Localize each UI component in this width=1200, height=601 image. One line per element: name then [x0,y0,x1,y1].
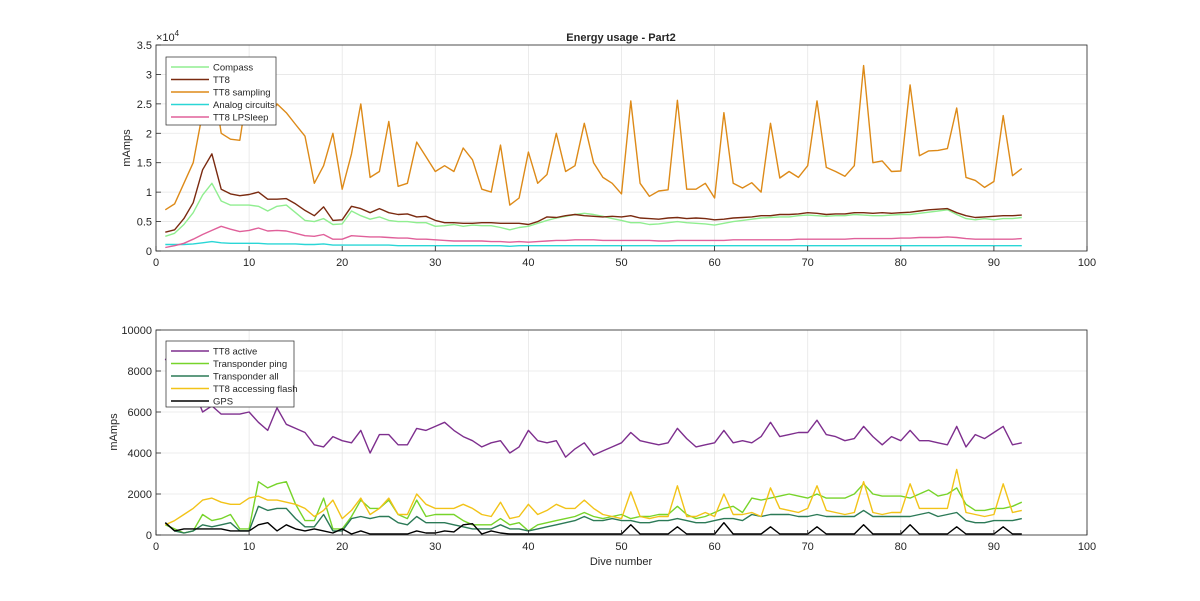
y-tick-label: 2 [146,128,152,140]
legend-label-transponder-all: Transponder all [213,372,279,383]
x-tick-label: 30 [429,257,441,269]
series-line-transponder-all [164,505,1022,534]
y-exponent-power: 4 [175,29,180,38]
series-lines [164,358,1023,535]
series-line-transponder-ping [165,481,1023,534]
legend-label-transponder-ping: Transponder ping [213,359,287,370]
axes-energy-usage-part2: 0 10 20 30 40 50 60 70 80 90 100 0 0.5 1 1.5 2 2.5 3 3.5 E… [121,29,1096,269]
legend-label-tt8: TT8 [213,75,230,86]
y-axis-exponent: ×104 [156,29,180,44]
x-tick-label: 90 [988,541,1000,553]
x-tick-label: 70 [802,541,814,553]
y-axis-label: mAmps [121,129,133,167]
y-tick-label: 3 [146,69,152,81]
y-tick-label: 8000 [128,366,152,378]
series-line-tt8-sampling [164,64,1023,211]
y-tick-label: 0.5 [137,217,152,229]
x-tick-label: 60 [708,541,720,553]
x-tick-label: 30 [429,541,441,553]
x-tick-label: 20 [336,257,348,269]
y-axis-label: mAmps [108,413,120,451]
x-tick-label: 80 [895,257,907,269]
legend-label-tt8-sampling: TT8 sampling [213,88,271,99]
series-line-gps [164,522,1022,535]
chart-title: Energy usage - Part2 [566,32,675,44]
legend-label-tt8-lpsleep: TT8 LPSleep [213,113,268,124]
y-tick-label: 1 [146,187,152,199]
y-tick-label: 0 [146,246,152,258]
axes-bottom: 0 10 20 30 40 50 60 70 80 90 100 0 2000 4000 6000 8000 1… [108,325,1096,568]
y-tick-label: 1.5 [137,158,152,170]
y-tick-label: 10000 [121,325,152,337]
y-tick-label: 2.5 [137,99,152,111]
x-tick-label: 10 [243,541,255,553]
x-tick-label: 0 [153,257,159,269]
series-line-compass [165,182,1022,237]
x-tick-label: 100 [1078,541,1096,553]
series-line-tt8-active [164,358,1022,458]
y-tick-label: 3.5 [137,40,152,52]
x-tick-label: 10 [243,257,255,269]
series-lines [164,64,1023,249]
x-tick-label: 60 [708,257,720,269]
legend-label-tt8-active: TT8 active [213,347,257,358]
tick-marks: 0 10 20 30 40 50 60 70 80 90 100 0 2000 4000 6000 8000 1… [121,325,1096,553]
legend-label-tt8-accessing-flash: TT8 accessing flash [213,384,297,395]
y-tick-label: 0 [146,530,152,542]
tick-marks: 0 10 20 30 40 50 60 70 80 90 100 0 0.5 1 1.5 2 2.5 3 3.5 [137,40,1096,269]
series-line-tt8-accessing-flash [165,468,1022,526]
legend-label-analog-circuits: Analog circuits [213,100,275,111]
x-tick-label: 20 [336,541,348,553]
y-tick-label: 4000 [128,448,152,460]
legend-label-compass: Compass [213,63,253,74]
legend-label-gps: GPS [213,397,233,408]
x-tick-label: 0 [153,541,159,553]
x-tick-label: 80 [895,541,907,553]
series-line-tt8 [165,153,1022,233]
x-tick-label: 40 [522,257,534,269]
x-tick-label: 40 [522,541,534,553]
legend-box [165,56,277,126]
x-axis-label: Dive number [590,556,653,568]
y-exponent-base: ×10 [156,32,175,44]
x-tick-label: 50 [615,257,627,269]
legend-box [165,340,295,408]
y-tick-label: 2000 [128,489,152,501]
series-line-tt8-lpsleep [165,225,1022,249]
x-tick-label: 90 [988,257,1000,269]
x-tick-label: 100 [1078,257,1096,269]
x-tick-label: 50 [615,541,627,553]
y-tick-label: 6000 [128,407,152,419]
x-tick-label: 70 [802,257,814,269]
series-line-analog-circuits [165,240,1022,248]
